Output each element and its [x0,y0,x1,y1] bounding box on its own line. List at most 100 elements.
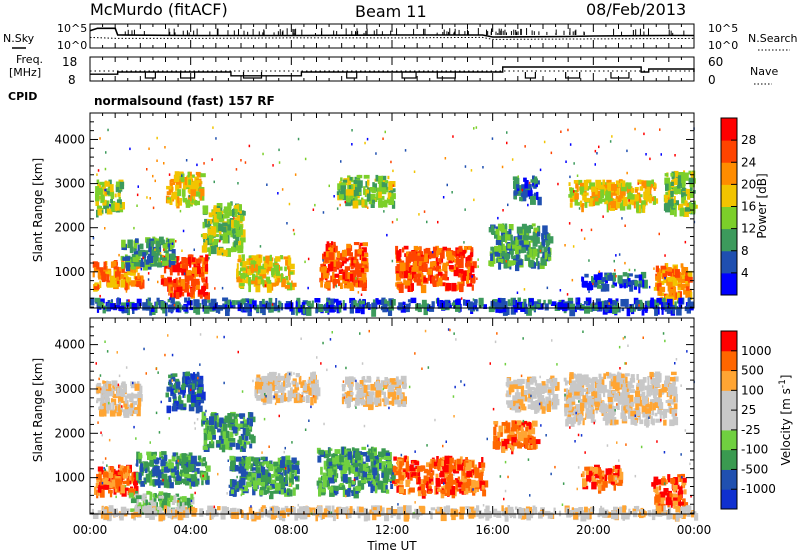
heatmap-cell [360,267,365,273]
heatmap-cell [546,242,550,247]
heatmap-cell [359,300,365,305]
heatmap-cell [362,281,367,288]
heatmap-cell [284,487,286,493]
heatmap-cell [634,189,638,193]
heatmap-speck [505,260,507,263]
heatmap-cell [353,196,358,204]
heatmap-cell [125,404,131,408]
heatmap-speck [163,248,165,251]
heatmap-cell [291,457,297,465]
heatmap-cell [597,301,602,309]
heatmap-cell [398,487,404,494]
heatmap-cell [185,199,191,208]
heatmap-cell [124,469,130,477]
heatmap-speck [278,148,280,152]
heatmap-cell [396,283,401,288]
heatmap-cell [600,189,605,198]
heatmap-cell [470,249,474,257]
heatmap-cell [168,475,172,483]
heatmap-cell [175,462,180,470]
heatmap-cell [533,192,537,199]
heatmap-cell [682,267,689,274]
heatmap-speck [656,280,659,284]
heatmap-cell [229,434,234,438]
heatmap-speck [543,140,546,144]
heatmap-cell [626,186,633,194]
heatmap-cell [505,234,508,244]
heatmap-cell [338,484,345,490]
heatmap-cell [359,242,364,247]
heatmap-cell [407,472,410,480]
heatmap-cell [352,300,357,307]
heatmap-cell [594,197,599,202]
heatmap-cell [685,279,688,284]
heatmap-cell [524,301,527,309]
heatmap-speck [442,196,445,199]
heatmap-cell [672,204,677,209]
heatmap-cell [461,459,466,467]
heatmap-cell [118,190,121,194]
heatmap-cell [314,387,321,397]
heatmap-cell [591,276,594,283]
heatmap-cell [349,177,353,181]
heatmap-cell [277,373,281,379]
heatmap-cell [195,306,201,315]
heatmap-cell [396,393,400,400]
heatmap-speck [477,258,479,261]
heatmap-cell [245,441,250,445]
heatmap-cell [240,299,246,303]
heatmap-speck [476,277,478,280]
heatmap-cell [279,474,282,484]
heatmap-cell [639,302,644,310]
heatmap-cell [455,256,460,265]
heatmap-cell [428,306,435,312]
heatmap-cell [433,461,438,467]
heatmap-speck [674,154,676,157]
heatmap-cell [131,303,138,311]
heatmap-cell [417,270,422,277]
heatmap-cell [295,460,300,465]
heatmap-cell [253,461,256,467]
colorbar-segment [721,162,737,185]
heatmap-cell [141,497,147,501]
heatmap-cell [175,277,178,285]
heatmap-cell [114,193,117,198]
heatmap-cell [108,489,111,494]
heatmap-cell [210,234,214,239]
heatmap-cell [475,480,480,488]
heatmap-cell [120,279,126,288]
heatmap-cell [512,442,519,447]
heatmap-cell [683,208,689,217]
heatmap-cell [423,307,428,316]
heatmap-cell [204,292,207,301]
heatmap-cell [92,271,95,278]
heatmap-cell [358,174,363,179]
heatmap-cell [182,197,188,203]
heatmap-cell [447,474,453,483]
heatmap-cell [379,457,382,465]
heatmap-cell [106,481,110,485]
heatmap-cell [203,429,208,435]
heatmap-cell [138,410,141,415]
heatmap-cell [175,381,181,389]
heatmap-cell [330,247,335,256]
heatmap-cell [273,391,279,396]
heatmap-cell [417,253,420,257]
heatmap-cell [523,177,527,182]
heatmap-cell [260,482,265,487]
heatmap-cell [537,261,540,270]
heatmap-cell [128,393,135,399]
heatmap-cell [229,442,236,447]
heatmap-speck [687,203,689,206]
heatmap-cell [325,243,330,253]
heatmap-cell [210,236,214,245]
heatmap-cell [284,470,287,476]
heatmap-cell [243,471,248,475]
heatmap-cell [341,256,346,261]
heatmap-cell [318,477,322,484]
heatmap-cell [242,446,246,452]
heatmap-cell [207,247,210,252]
heatmap-cell [605,191,611,200]
heatmap-cell [205,479,210,485]
heatmap-speck [451,191,453,194]
